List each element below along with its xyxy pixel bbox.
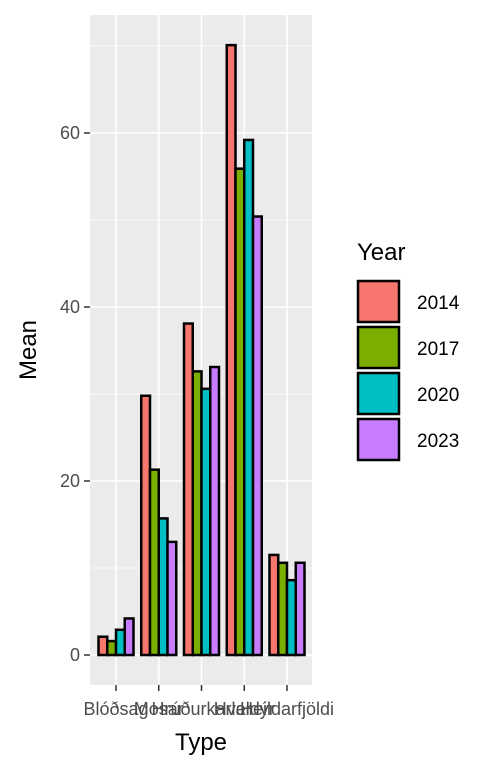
bar-2014-1 xyxy=(97,635,109,657)
bar-2023-1 xyxy=(123,617,135,657)
x-axis-title: Type xyxy=(175,729,227,756)
bar-2014-5 xyxy=(268,553,280,657)
y-axis: 0 20 40 60 xyxy=(60,123,90,665)
legend-label-2023: 2023 xyxy=(417,431,459,452)
bars xyxy=(97,43,306,657)
legend-key-2017 xyxy=(356,325,401,370)
bar-2020-5 xyxy=(285,578,297,657)
bar-2014-2 xyxy=(140,394,152,657)
legend-key-2020 xyxy=(356,371,401,416)
x-tick-label: Heildarfjöldi xyxy=(240,699,334,719)
x-tick-label: Blóðsag xyxy=(83,699,148,719)
legend: Year 2014 2017 2020 2023 xyxy=(356,239,460,462)
bar-2017-2 xyxy=(148,468,160,657)
y-axis-title: Mean xyxy=(15,320,42,380)
bar-2023-5 xyxy=(294,561,306,657)
x-tick-label: Hveldýr xyxy=(214,699,275,719)
bar-2014-3 xyxy=(182,322,194,657)
legend-key-2014 xyxy=(356,279,401,324)
bar-2020-2 xyxy=(157,517,169,657)
legend-title: Year xyxy=(357,239,406,266)
y-tick-label: 20 xyxy=(60,471,80,491)
legend-label-2020: 2020 xyxy=(417,385,459,406)
bar-2020-4 xyxy=(243,138,255,657)
bar-2017-5 xyxy=(277,561,289,657)
bar-2023-3 xyxy=(209,365,221,657)
bar-2017-4 xyxy=(234,167,246,657)
bar-2020-1 xyxy=(114,628,126,657)
bar-2014-4 xyxy=(225,43,237,657)
bar-2023-4 xyxy=(251,215,263,657)
y-tick-label: 0 xyxy=(70,645,80,665)
x-axis: BlóðsagMosarHrúðurkarlarHveldýrHeildarfj… xyxy=(83,685,334,719)
x-tick-label: Hrúðurkarlar xyxy=(151,699,251,719)
bar-2020-3 xyxy=(200,387,212,657)
bar-2023-2 xyxy=(166,540,178,657)
legend-label-2014: 2014 xyxy=(417,293,460,314)
y-tick-label: 40 xyxy=(60,297,80,317)
legend-label-2017: 2017 xyxy=(417,339,459,360)
y-tick-label: 60 xyxy=(60,123,80,143)
bar-2017-1 xyxy=(106,639,118,657)
bar-2017-3 xyxy=(191,370,203,657)
x-tick-label: Mosar xyxy=(134,699,184,719)
legend-key-2023 xyxy=(356,417,401,462)
